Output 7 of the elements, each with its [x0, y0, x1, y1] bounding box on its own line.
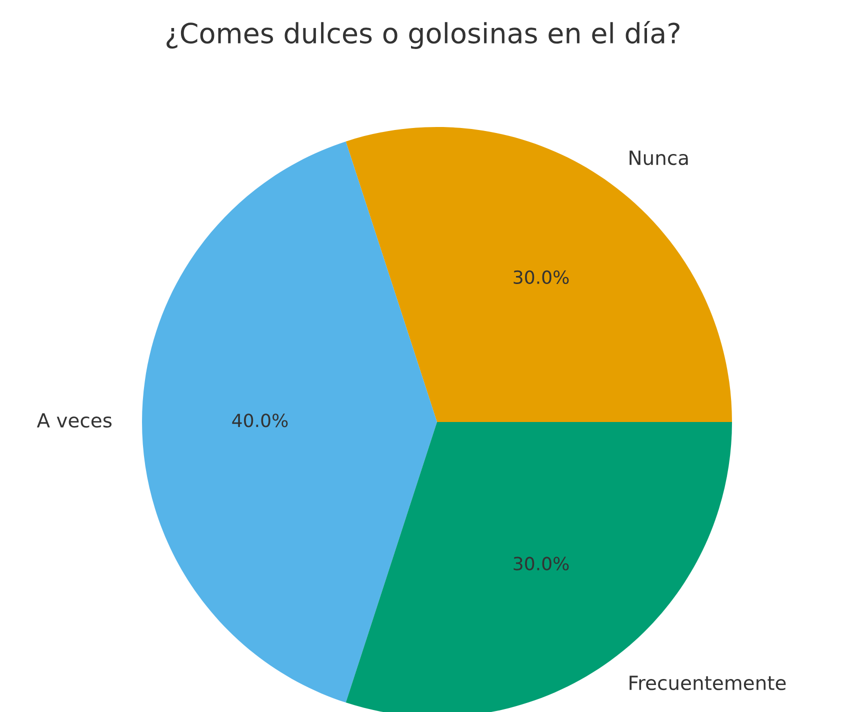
chart-title: ¿Comes dulces o golosinas en el día? [166, 21, 680, 49]
slice-label: Nunca [630, 150, 688, 166]
data-label: 40.0% [232, 414, 288, 428]
slice-label: Frecuentemente [630, 676, 786, 690]
data-label: 30.0% [514, 270, 569, 284]
data-label: 30.0% [514, 556, 569, 570]
slice-label: A veces [36, 413, 112, 428]
